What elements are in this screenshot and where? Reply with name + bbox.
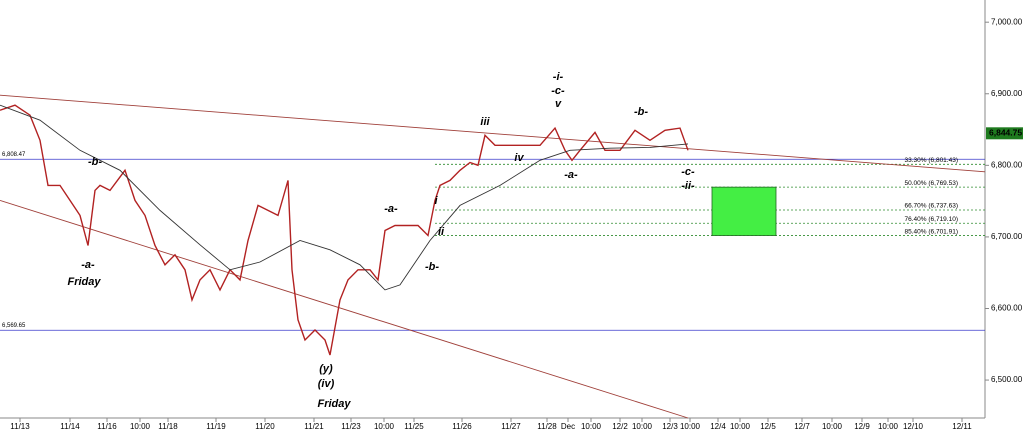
target-zone <box>711 186 777 236</box>
x-tick-label: 12/3 <box>662 422 678 431</box>
wave-label: -a- <box>384 203 398 215</box>
wave-label: iv <box>514 152 524 164</box>
trendline <box>0 94 986 173</box>
level-label: 6,569.65 <box>2 323 26 329</box>
trendline <box>0 199 689 419</box>
x-tick-label: 10:00 <box>680 422 701 431</box>
x-tick-label: 10:00 <box>581 422 602 431</box>
x-tick-label: 11/20 <box>255 422 275 431</box>
x-tick-label: 12/4 <box>710 422 726 431</box>
series-line <box>0 104 689 291</box>
x-tick-label: 11/27 <box>501 422 521 431</box>
x-tick-label: 10:00 <box>822 422 843 431</box>
x-tick-label: 12/10 <box>903 422 924 431</box>
x-tick-label: 11/25 <box>404 422 424 431</box>
wave-label: Friday <box>317 398 351 410</box>
x-tick-label: 11/14 <box>60 422 80 431</box>
x-tick-label: 11/13 <box>10 422 30 431</box>
y-tick-label: 7,000.00 <box>991 17 1023 26</box>
x-tick-label: 11/28 <box>537 422 557 431</box>
wave-label: iii <box>480 116 490 128</box>
last-price-tag <box>986 127 1023 140</box>
x-tick-label: 12/7 <box>794 422 810 431</box>
wave-label: -b- <box>634 106 648 118</box>
x-tick-label: 12/2 <box>612 422 628 431</box>
wave-label: -a- <box>564 169 578 181</box>
wave-label: -ii- <box>681 180 695 192</box>
wave-label: i <box>434 195 438 207</box>
y-tick-label: 6,800.00 <box>991 160 1023 169</box>
x-tick-label: 11/23 <box>341 422 361 431</box>
series-line <box>0 104 689 356</box>
x-tick-label: 10:00 <box>878 422 899 431</box>
x-tick-label: 11/19 <box>206 422 226 431</box>
wave-label: -b- <box>88 156 102 168</box>
y-tick-label: 6,900.00 <box>991 89 1023 98</box>
x-tick-label: 12/11 <box>952 422 972 431</box>
x-tick-label: 11/21 <box>304 422 324 431</box>
y-tick-label: 6,700.00 <box>991 232 1023 241</box>
wave-label: ii <box>438 226 445 238</box>
x-tick-label: 12/5 <box>760 422 776 431</box>
fib-label: 66.70% (6,737.63) <box>905 203 958 210</box>
y-tick-label: 6,600.00 <box>991 304 1023 313</box>
x-tick-label: 10:00 <box>374 422 395 431</box>
wave-label: Friday <box>67 276 101 288</box>
y-tick-label: 6,500.00 <box>991 375 1023 384</box>
x-tick-label: Dec <box>561 422 575 431</box>
x-tick-label: 10:00 <box>730 422 751 431</box>
x-tick-label: 11/18 <box>158 422 178 431</box>
last-price-label: 6,844.75 <box>989 128 1022 138</box>
x-tick-label: 10:00 <box>130 422 151 431</box>
wave-label: -i- <box>553 71 564 83</box>
wave-label: -c- <box>681 166 695 178</box>
wave-label: -c- <box>551 85 565 97</box>
fib-label: 50.00% (6,769.53) <box>905 180 958 187</box>
wave-label: -b- <box>425 261 439 273</box>
x-tick-label: 12/9 <box>854 422 870 431</box>
level-label: 6,808.47 <box>2 152 26 158</box>
fib-label: 33.30% (6,801.43) <box>905 157 958 164</box>
x-tick-label: 11/26 <box>452 422 472 431</box>
fib-label: 76.40% (6,719.10) <box>905 216 958 223</box>
x-tick-label: 11/16 <box>97 422 117 431</box>
wave-label: (iv) <box>318 378 335 390</box>
wave-label: -a- <box>81 259 95 271</box>
x-tick-label: 10:00 <box>632 422 653 431</box>
wave-label: (y) <box>319 363 333 375</box>
fib-label: 85.40% (6,701.91) <box>905 228 958 235</box>
wave-label: v <box>555 98 562 110</box>
